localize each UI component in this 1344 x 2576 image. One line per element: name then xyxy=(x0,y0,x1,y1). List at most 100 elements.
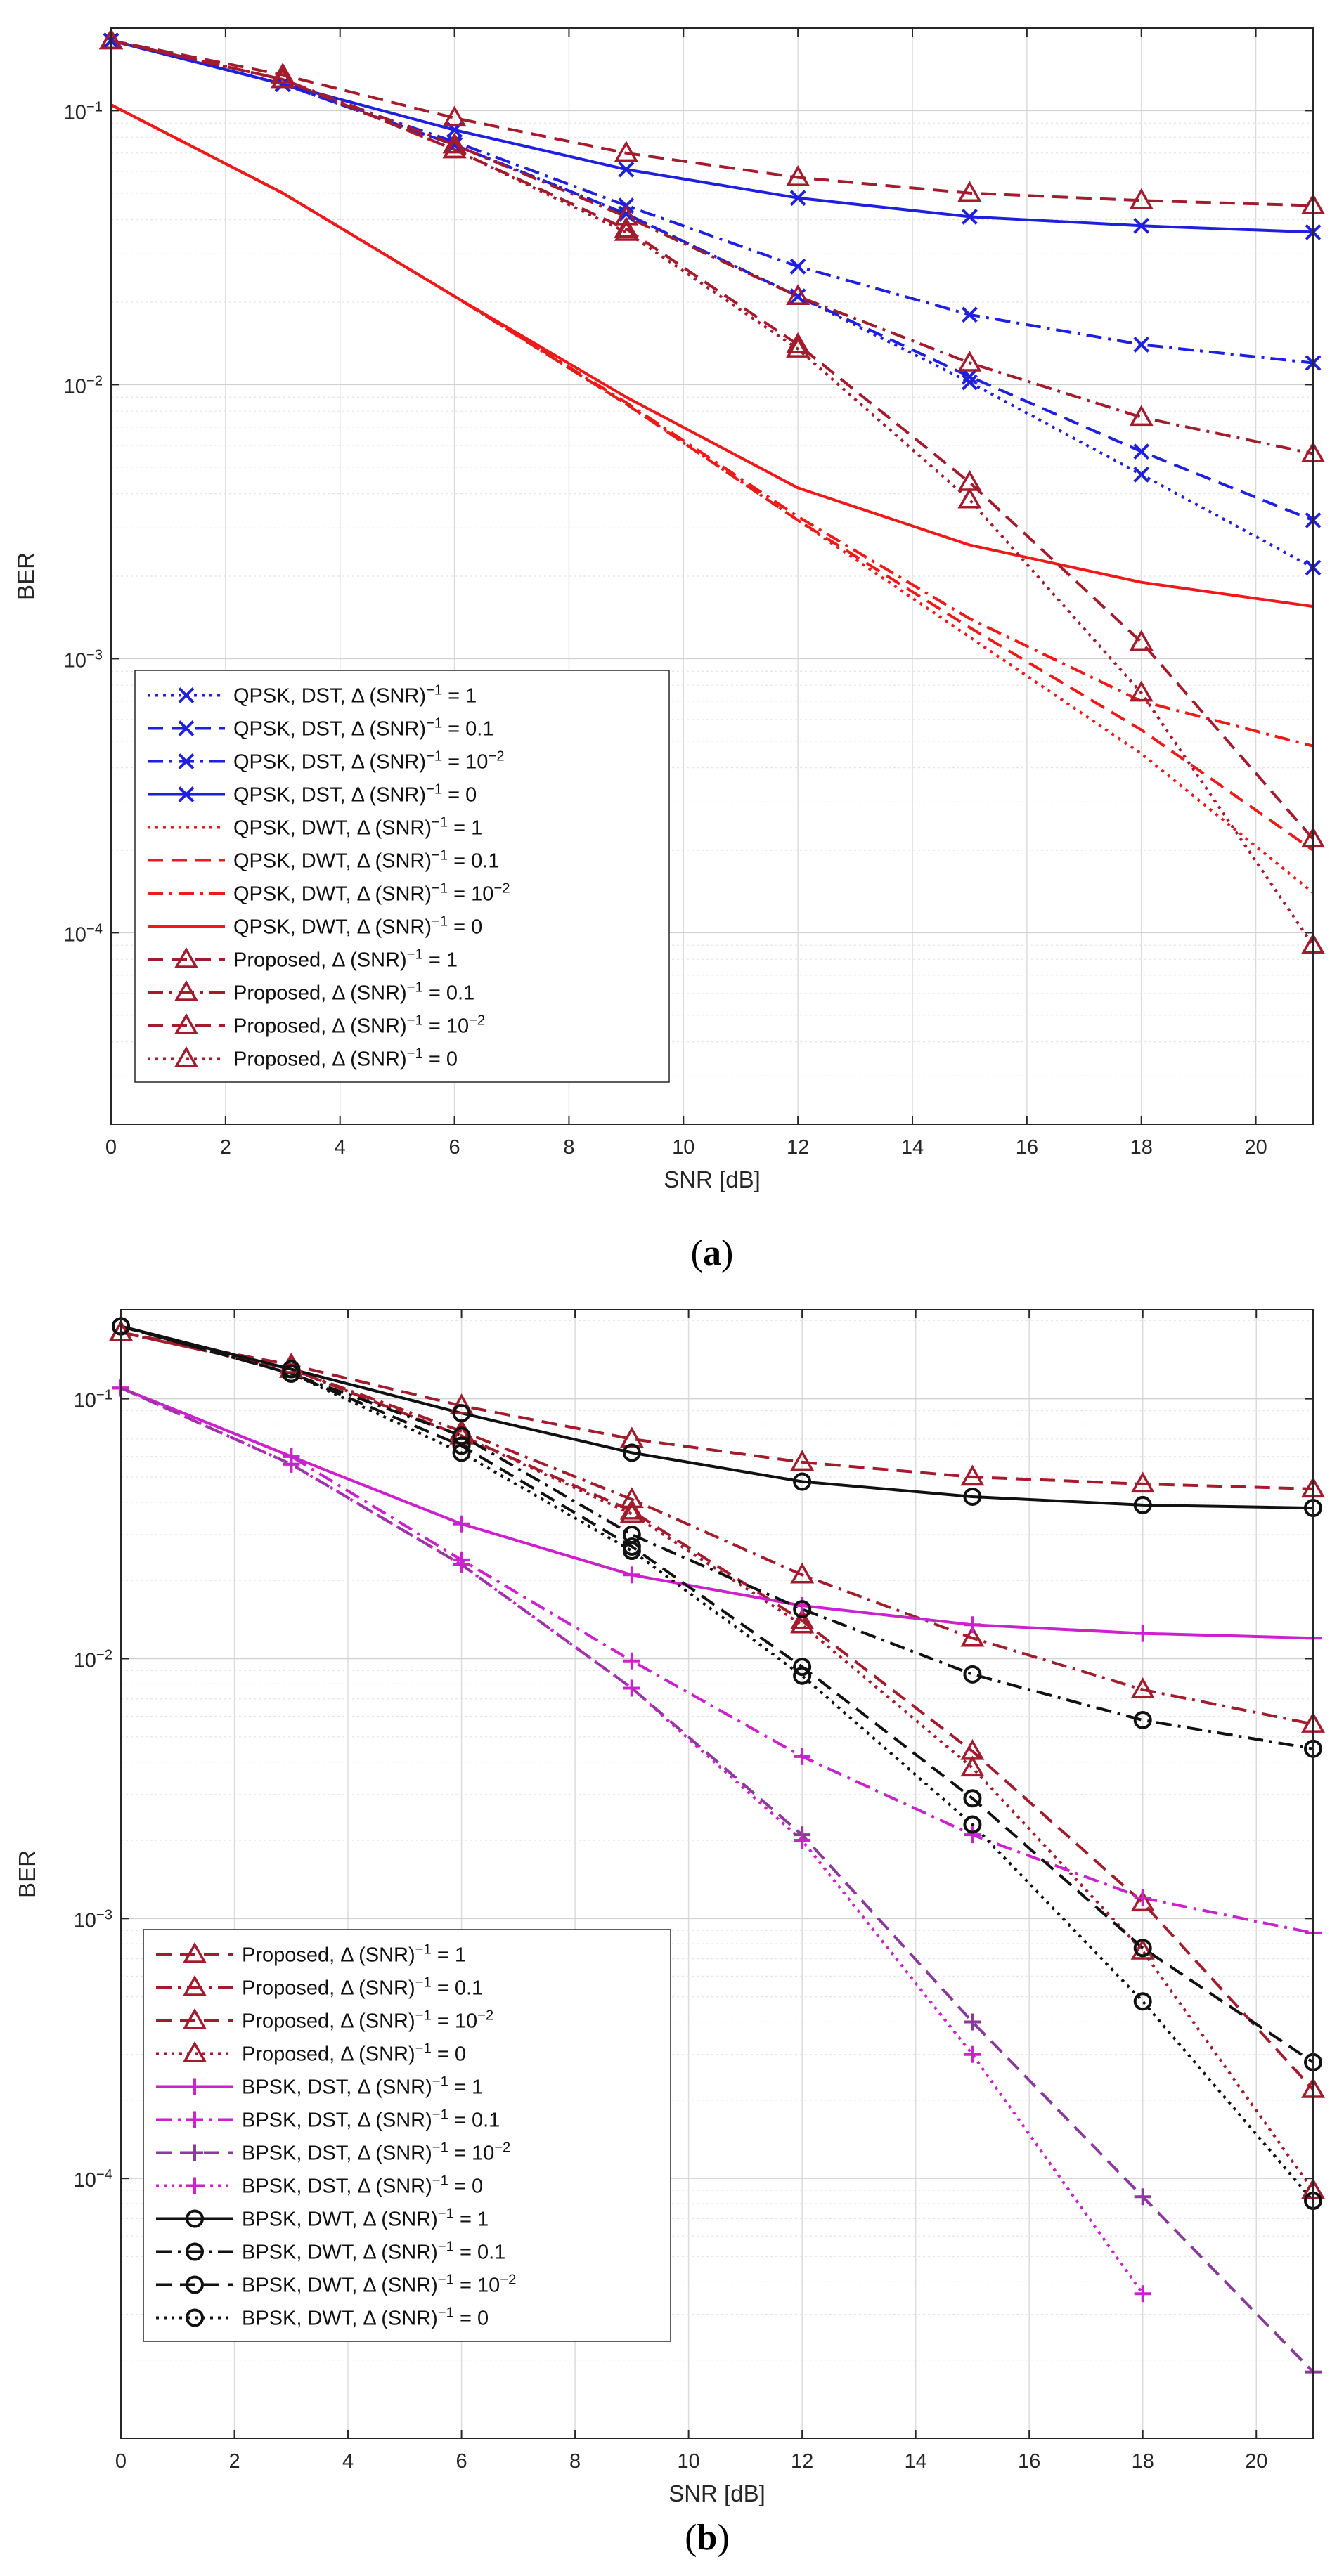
data-point-0-6 xyxy=(1133,466,1150,483)
data-point-10-5 xyxy=(957,181,982,202)
data-point-10-6 xyxy=(1129,188,1154,209)
series-line-9 xyxy=(111,39,1313,455)
data-point-3-3 xyxy=(618,161,635,178)
data-point-9-2 xyxy=(442,132,467,154)
y-axis-label: BER xyxy=(14,1850,40,1898)
legend-label-8: BPSK, DWT, Δ (SNR)−1 = 1 xyxy=(242,2206,489,2231)
data-point-3-4 xyxy=(790,1612,815,1634)
data-point-1-6 xyxy=(1133,443,1150,460)
data-point-2-2 xyxy=(449,1393,474,1414)
legend-label-5: QPSK, DWT, Δ (SNR)−1 = 0.1 xyxy=(233,848,500,873)
data-point-2-5 xyxy=(960,1464,985,1486)
data-point-0-5 xyxy=(962,374,978,391)
y-tick-label-3: 10−1 xyxy=(74,1388,112,1412)
data-point-11-1 xyxy=(271,67,295,89)
legend-marker-11 xyxy=(186,2308,204,2327)
ticks: 0 2 4 6 8 10 12 14 16 18 20 10−4 10−3 10−2 10−1 xyxy=(74,1310,1313,2473)
x-axis-label: SNR [dB] xyxy=(664,1166,761,1192)
data-point-3-6 xyxy=(1130,1939,1155,1960)
legend-label-3: QPSK, DST, Δ (SNR)−1 = 0 xyxy=(233,782,477,807)
x-tick-label-8: 16 xyxy=(1016,1136,1038,1159)
data-point-11-5 xyxy=(963,1815,982,1834)
data-point-9-4 xyxy=(793,1600,812,1619)
series-line-8 xyxy=(111,39,1313,840)
series-line-10 xyxy=(121,1325,1313,2064)
data-point-4-5 xyxy=(964,1616,981,1634)
series-line-1 xyxy=(121,1331,1313,1726)
legend-label-6: BPSK, DST, Δ (SNR)−1 = 10−2 xyxy=(242,2140,510,2165)
legend-label-1: QPSK, DST, Δ (SNR)−1 = 0.1 xyxy=(233,716,493,741)
data-point-11-6 xyxy=(1129,680,1154,702)
data-point-4-2 xyxy=(453,1515,470,1533)
legend-marker-10 xyxy=(186,2275,204,2294)
data-point-5-4 xyxy=(794,1748,811,1765)
data-point-9-6 xyxy=(1129,405,1154,427)
data-point-5-6 xyxy=(1134,1889,1151,1907)
legend-label-8: Proposed, Δ (SNR)−1 = 1 xyxy=(233,947,458,972)
series-line-1 xyxy=(111,39,1313,522)
legend-marker-6 xyxy=(186,2144,203,2161)
data-point-1-5 xyxy=(960,1625,985,1647)
legend-marker-7 xyxy=(186,2177,203,2194)
data-point-2-6 xyxy=(1133,336,1150,353)
legend-marker-1 xyxy=(182,1975,207,1996)
legend-label-0: Proposed, Δ (SNR)−1 = 1 xyxy=(242,1942,466,1967)
data-point-3-5 xyxy=(960,1755,985,1777)
data-point-8-2 xyxy=(452,1404,471,1423)
series-line-3 xyxy=(111,39,1313,234)
data-point-7-4 xyxy=(794,1831,811,1849)
series-line-11 xyxy=(121,1325,1313,2202)
data-point-1-5 xyxy=(962,368,978,385)
legend-marker-2 xyxy=(178,753,195,769)
x-tick-label-3: 6 xyxy=(449,1136,460,1159)
legend-marker-8 xyxy=(186,2209,204,2228)
y-tick-label-0: 10−4 xyxy=(64,921,103,946)
data-point-10-3 xyxy=(614,141,638,162)
data-point-0-6 xyxy=(1130,1890,1155,1912)
data-point-11-3 xyxy=(622,1542,641,1561)
legend-label-4: QPSK, DWT, Δ (SNR)−1 = 1 xyxy=(233,815,482,840)
x-tick-label-0: 0 xyxy=(115,2450,127,2473)
data-point-8-3 xyxy=(622,1443,641,1462)
data-point-0-3 xyxy=(619,1498,644,1520)
data-point-1-4 xyxy=(789,288,806,305)
data-point-2-4 xyxy=(789,258,806,275)
series-line-2 xyxy=(121,1331,1313,1490)
legend-label-7: BPSK, DST, Δ (SNR)−1 = 0 xyxy=(242,2173,483,2198)
legend-marker-1 xyxy=(178,720,195,736)
x-tick-label-10: 20 xyxy=(1244,1136,1267,1159)
data-point-3-5 xyxy=(962,209,978,225)
data-point-3-3 xyxy=(619,1502,644,1523)
legend-label-0: QPSK, DST, Δ (SNR)−1 = 1 xyxy=(233,683,477,708)
data-point-11-2 xyxy=(442,137,467,159)
data-point-11-6 xyxy=(1133,1992,1152,2011)
ber-chart-b: 0 2 4 6 8 10 12 14 16 18 20 10−4 10−3 10−2 10−1 SNR [dB… xyxy=(14,1309,1326,2558)
figure-caption: (b) xyxy=(685,2518,730,2558)
data-point-8-4 xyxy=(786,332,810,353)
data-point-4-6 xyxy=(1134,1625,1151,1642)
data-point-9-2 xyxy=(452,1426,471,1445)
y-tick-label-1: 10−3 xyxy=(64,647,103,672)
series-line-6 xyxy=(121,1386,1313,2373)
data-point-10-4 xyxy=(793,1658,812,1677)
y-axis-label: BER xyxy=(13,552,39,600)
data-point-5-5 xyxy=(964,1826,981,1844)
y-tick-label-2: 10−2 xyxy=(64,373,103,398)
data-point-6-5 xyxy=(964,2013,981,2031)
data-point-3-4 xyxy=(789,190,806,207)
legend-label-2: QPSK, DST, Δ (SNR)−1 = 10−2 xyxy=(233,749,505,774)
x-tick-label-6: 12 xyxy=(791,2450,813,2473)
x-tick-label-0: 0 xyxy=(105,1136,117,1159)
legend-marker-10 xyxy=(174,1013,199,1034)
y-tick-label-2: 10−2 xyxy=(74,1647,112,1672)
ber-chart-a: 0 2 4 6 8 10 12 14 16 18 20 10−4 10−3 10−2 10−1 SNR [dB… xyxy=(13,27,1326,1273)
legend: Proposed, Δ (SNR)−1 = 1 Proposed, Δ (SNR)… xyxy=(143,1929,671,2342)
x-tick-label-9: 18 xyxy=(1130,1136,1153,1159)
data-point-1-3 xyxy=(619,1487,644,1509)
legend-label-9: BPSK, DWT, Δ (SNR)−1 = 0.1 xyxy=(242,2239,505,2264)
data-point-8-6 xyxy=(1133,1495,1152,1514)
data-point-2-4 xyxy=(790,1450,815,1471)
legend-marker-0 xyxy=(178,687,195,703)
legend-label-4: BPSK, DST, Δ (SNR)−1 = 1 xyxy=(242,2074,483,2099)
legend: QPSK, DST, Δ (SNR)−1 = 1 QPSK, DST, Δ (SN… xyxy=(134,670,670,1083)
